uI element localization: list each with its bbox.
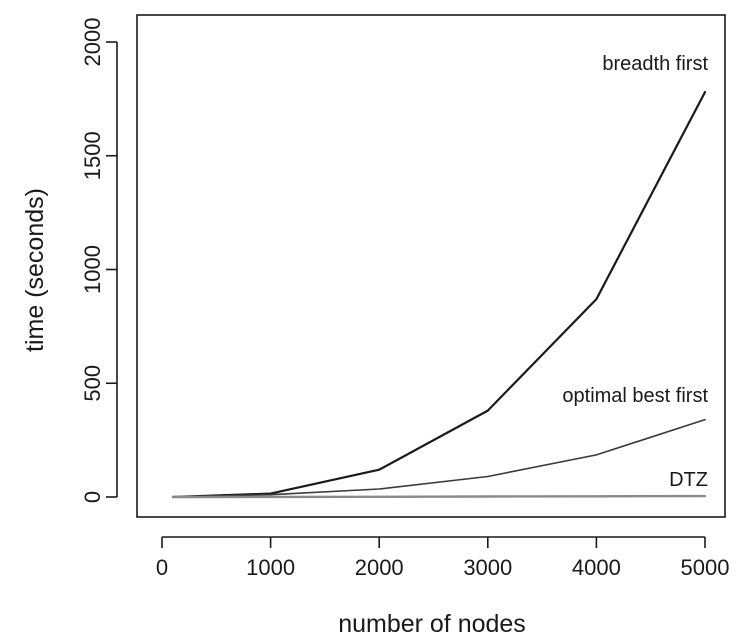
- x-axis-title: number of nodes: [338, 610, 526, 638]
- plot-frame: [136, 14, 726, 518]
- chart-series: [171, 90, 707, 499]
- y-tick-label: 1000: [80, 245, 105, 294]
- y-axis-title: time (seconds): [21, 188, 49, 352]
- y-tick-label: 500: [80, 365, 105, 402]
- x-tick-label: 0: [156, 555, 168, 580]
- series-label-optimal-best-first: optimal best first: [562, 385, 708, 407]
- series-label-dtz: DTZ: [669, 469, 708, 491]
- chart-series-labels: breadth first optimal best first DTZ: [562, 53, 708, 491]
- x-tick-label: 3000: [463, 555, 512, 580]
- series-label-breadth-first: breadth first: [602, 53, 708, 75]
- y-tick-label: 1500: [80, 131, 105, 180]
- x-tick-label: 5000: [681, 555, 730, 580]
- x-tick-label: 2000: [355, 555, 404, 580]
- chart-axes: 0 1000 2000 3000 4000 5000 0 500 1000 1500 2000: [80, 14, 730, 580]
- y-tick-label: 0: [80, 491, 105, 503]
- x-tick-label: 1000: [246, 555, 295, 580]
- series-line-optimal-best-first: [172, 418, 706, 498]
- y-tick-label: 2000: [80, 18, 105, 67]
- series-line-dtz: [171, 494, 707, 499]
- series-line-breadth-first: [171, 90, 707, 499]
- x-tick-label: 4000: [572, 555, 621, 580]
